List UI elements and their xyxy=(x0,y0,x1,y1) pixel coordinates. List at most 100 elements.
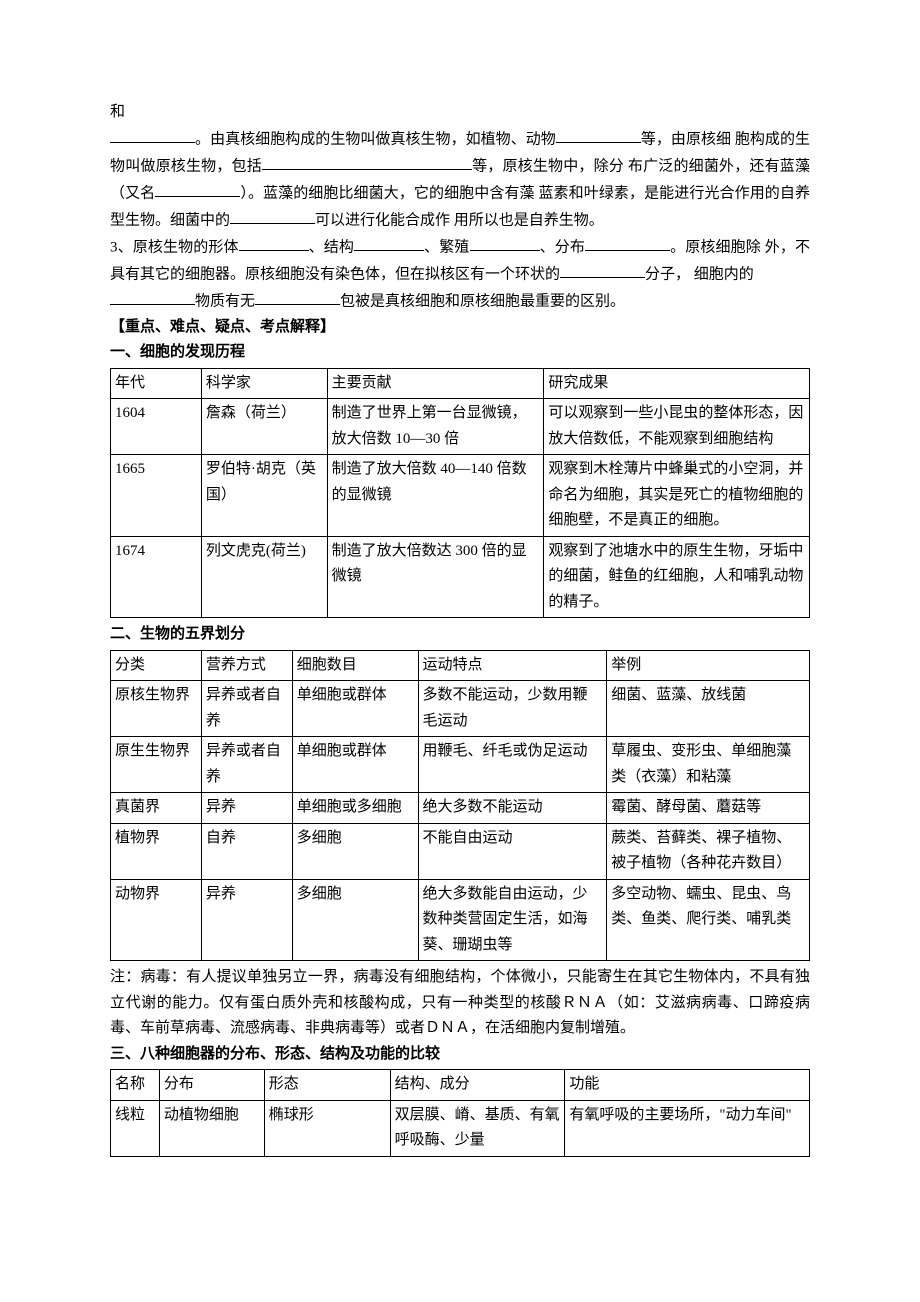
blank-field xyxy=(354,234,424,252)
table-cell: 有氧呼吸的主要场所，"动力车间" xyxy=(565,1100,810,1156)
table-header-cell: 名称 xyxy=(111,1070,160,1101)
table1-heading: 一、细胞的发现历程 xyxy=(110,340,810,366)
table-header-cell: 主要贡献 xyxy=(327,368,544,399)
table-cell: 制造了世界上第一台显微镜，放大倍数 10—30 倍 xyxy=(327,399,544,455)
table-header-cell: 运动特点 xyxy=(418,650,607,681)
table-row: 真菌界异养单细胞或多细胞绝大多数不能运动霉菌、酵母菌、蘑菇等 xyxy=(111,793,810,824)
table-header-cell: 功能 xyxy=(565,1070,810,1101)
table-header-cell: 研究成果 xyxy=(544,368,810,399)
table-cell: 原核生物界 xyxy=(111,681,202,737)
blank-field xyxy=(556,126,641,144)
intro-paragraph: 和 。由真核细胞构成的生物叫做真核生物，如植物、动物等，由原核细 胞构成的生物叫… xyxy=(110,100,810,234)
table-cell: 单细胞或多细胞 xyxy=(292,793,418,824)
intro-paragraph-3: 3、原核生物的形体、结构、繁殖、分布。原核细胞除 外，不具有其它的细胞器。原核细… xyxy=(110,234,810,288)
table-row: 原核生物界异养或者自养单细胞或群体多数不能运动，少数用鞭毛运动细菌、蓝藻、放线菌 xyxy=(111,681,810,737)
blank-field xyxy=(262,153,472,171)
blank-field xyxy=(585,234,670,252)
table-header-cell: 举例 xyxy=(607,650,810,681)
text-fragment: 物质有无 xyxy=(195,293,255,309)
table-cell: 绝大多数不能运动 xyxy=(418,793,607,824)
blank-field xyxy=(470,234,540,252)
table-cell: 单细胞或群体 xyxy=(292,681,418,737)
table-header-cell: 结构、成分 xyxy=(390,1070,565,1101)
table2-heading: 二、生物的五界划分 xyxy=(110,622,810,648)
table-header-cell: 科学家 xyxy=(201,368,327,399)
blank-field xyxy=(110,288,195,306)
table-cell-discovery: 年代科学家主要贡献研究成果1604詹森（荷兰）制造了世界上第一台显微镜，放大倍数… xyxy=(110,368,810,619)
table3-heading: 三、八种细胞器的分布、形态、结构及功能的比较 xyxy=(110,1042,810,1068)
table-cell: 单细胞或群体 xyxy=(292,737,418,793)
text-fragment: 、繁殖 xyxy=(424,239,469,255)
table-header-cell: 分类 xyxy=(111,650,202,681)
table-cell: 异养或者自养 xyxy=(201,681,292,737)
table-row: 1604詹森（荷兰）制造了世界上第一台显微镜，放大倍数 10—30 倍可以观察到… xyxy=(111,399,810,455)
table-cell: 双层膜、嵴、基质、有氧呼吸酶、少量 xyxy=(390,1100,565,1156)
table-cell: 线粒 xyxy=(111,1100,160,1156)
text-fragment: 可以进行化能合成作 xyxy=(315,212,450,228)
table-header-cell: 形态 xyxy=(264,1070,390,1101)
table-cell: 椭球形 xyxy=(264,1100,390,1156)
blank-field xyxy=(560,261,645,279)
text-fragment: 。原核细胞除 xyxy=(670,239,761,255)
table-organelles: 名称分布形态结构、成分功能线粒动植物细胞椭球形双层膜、嵴、基质、有氧呼吸酶、少量… xyxy=(110,1069,810,1157)
text-fragment: 分子， xyxy=(645,266,690,282)
virus-note: 注：病毒：有人提议单独另立一界，病毒没有细胞结构，个体微小，只能寄生在其它生物体… xyxy=(110,965,810,1042)
table-header-cell: 营养方式 xyxy=(201,650,292,681)
table-cell: 异养或者自养 xyxy=(201,737,292,793)
table-cell: 自养 xyxy=(201,823,292,879)
table-cell: 多数不能运动，少数用鞭毛运动 xyxy=(418,681,607,737)
table-cell: 异养 xyxy=(201,793,292,824)
table-row: 动物界异养多细胞绝大多数能自由运动，少数种类营固定生活，如海葵、珊瑚虫等多空动物… xyxy=(111,879,810,961)
blank-field xyxy=(155,180,240,198)
text-fragment: 等，原核生物中，除分 xyxy=(472,158,624,174)
table-cell: 观察到木栓薄片中蜂巢式的小空洞，并命名为细胞，其实是死亡的植物细胞的细胞壁，不是… xyxy=(544,455,810,537)
table-cell: 不能自由运动 xyxy=(418,823,607,879)
blank-field xyxy=(110,126,195,144)
text-fragment: 等，由原核细 xyxy=(641,131,731,147)
table-cell: 用鞭毛、纤毛或伪足运动 xyxy=(418,737,607,793)
table-cell: 草履虫、变形虫、单细胞藻类（衣藻）和粘藻 xyxy=(607,737,810,793)
table-cell: 绝大多数能自由运动，少数种类营固定生活，如海葵、珊瑚虫等 xyxy=(418,879,607,961)
table-cell: 动植物细胞 xyxy=(159,1100,264,1156)
table-cell: 1665 xyxy=(111,455,202,537)
table-cell: 列文虎克(荷兰) xyxy=(201,536,327,618)
intro-paragraph-4: 物质有无 包被是真核细胞和原核细胞最重要的区别。 xyxy=(110,288,810,315)
table-header-row: 年代科学家主要贡献研究成果 xyxy=(111,368,810,399)
table-row: 线粒动植物细胞椭球形双层膜、嵴、基质、有氧呼吸酶、少量有氧呼吸的主要场所，"动力… xyxy=(111,1100,810,1156)
table-header-row: 名称分布形态结构、成分功能 xyxy=(111,1070,810,1101)
table-row: 1674列文虎克(荷兰)制造了放大倍数达 300 倍的显微镜观察到了池塘水中的原… xyxy=(111,536,810,618)
blank-field xyxy=(255,288,340,306)
document-page: 和 。由真核细胞构成的生物叫做真核生物，如植物、动物等，由原核细 胞构成的生物叫… xyxy=(0,0,920,1221)
section-heading: 【重点、难点、疑点、考点解释】 xyxy=(110,315,810,341)
table-row: 1665罗伯特·胡克（英国）制造了放大倍数 40—140 倍数的显微镜观察到木栓… xyxy=(111,455,810,537)
table-cell: 1674 xyxy=(111,536,202,618)
table-header-cell: 细胞数目 xyxy=(292,650,418,681)
text-fragment: 和 xyxy=(110,104,125,120)
table-row: 原生生物界异养或者自养单细胞或群体用鞭毛、纤毛或伪足运动草履虫、变形虫、单细胞藻… xyxy=(111,737,810,793)
table-cell: 霉菌、酵母菌、蘑菇等 xyxy=(607,793,810,824)
text-fragment: 用所以也是自养生物。 xyxy=(454,212,604,228)
table-cell: 真菌界 xyxy=(111,793,202,824)
table-cell: 蕨类、苔藓类、裸子植物、被子植物（各种花卉数目） xyxy=(607,823,810,879)
text-fragment: 。由真核细胞构成的生物叫做真核生物，如植物、动物 xyxy=(195,131,556,147)
blank-field xyxy=(230,207,315,225)
text-fragment: 3、原核生物的形体 xyxy=(110,239,239,255)
text-fragment: 包被是真核细胞和原核细胞最重要的区别。 xyxy=(340,293,625,309)
table-cell: 多细胞 xyxy=(292,823,418,879)
table-cell: 1604 xyxy=(111,399,202,455)
table-cell: 制造了放大倍数达 300 倍的显微镜 xyxy=(327,536,544,618)
table-cell: 原生生物界 xyxy=(111,737,202,793)
table-cell: 植物界 xyxy=(111,823,202,879)
table-five-kingdoms: 分类营养方式细胞数目运动特点举例原核生物界异养或者自养单细胞或群体多数不能运动，… xyxy=(110,650,810,962)
table-header-row: 分类营养方式细胞数目运动特点举例 xyxy=(111,650,810,681)
table-cell: 异养 xyxy=(201,879,292,961)
table-cell: 詹森（荷兰） xyxy=(201,399,327,455)
table-cell: 观察到了池塘水中的原生生物，牙垢中的细菌，鲑鱼的红细胞，人和哺乳动物的精子。 xyxy=(544,536,810,618)
table-row: 植物界自养多细胞不能自由运动蕨类、苔藓类、裸子植物、被子植物（各种花卉数目） xyxy=(111,823,810,879)
text-fragment: 、分布 xyxy=(540,239,585,255)
table-cell: 可以观察到一些小昆虫的整体形态，因放大倍数低，不能观察到细胞结构 xyxy=(544,399,810,455)
table-cell: 罗伯特·胡克（英国） xyxy=(201,455,327,537)
table-cell: 动物界 xyxy=(111,879,202,961)
table-cell: 多细胞 xyxy=(292,879,418,961)
table-cell: 制造了放大倍数 40—140 倍数的显微镜 xyxy=(327,455,544,537)
